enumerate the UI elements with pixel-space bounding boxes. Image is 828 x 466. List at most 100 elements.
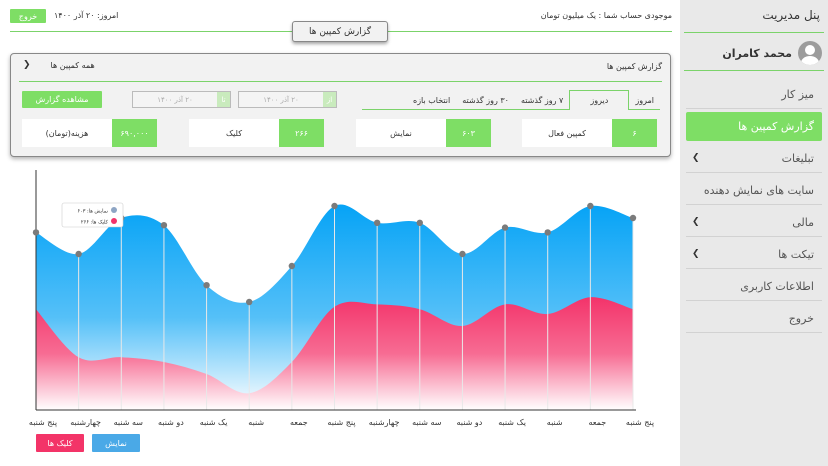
report-panel: گزارش کمپین ها همه کمپین ها ❮ مشاهده گزا… bbox=[10, 53, 671, 157]
view-report-button[interactable]: مشاهده گزارش bbox=[22, 91, 102, 108]
x-tick-label: چهارشنبه bbox=[369, 418, 400, 427]
chart-vertical-lines bbox=[35, 206, 634, 410]
views-point bbox=[160, 222, 168, 229]
chevron-icon: ❯ bbox=[692, 153, 700, 163]
x-tick-labels: پنج شنبه چهارشنبه سه شنبه دو شنبه یک شنبه شنب… bbox=[29, 418, 654, 427]
sidebar-divider bbox=[684, 32, 824, 33]
x-tick-label: دو شنبه bbox=[457, 418, 483, 427]
panel-divider bbox=[19, 81, 662, 82]
range-tab[interactable]: امروز bbox=[635, 95, 654, 105]
stat-label: نمایش bbox=[390, 128, 412, 138]
x-tick-label: پنج شنبه bbox=[29, 418, 57, 427]
sidebar: پنل مدیریت محمد کامران میز کار گزارش کمپی… bbox=[680, 0, 828, 466]
range-tab[interactable]: دیروز bbox=[569, 90, 630, 110]
sidebar-item-label: تبلیغات bbox=[781, 151, 814, 165]
x-tick-label: جمعه bbox=[290, 418, 308, 427]
x-tick-label: دو شنبه bbox=[158, 418, 184, 427]
stat-active-campaigns: ۶ کمپین فعال bbox=[522, 119, 657, 147]
tooltip-clicks-dot bbox=[111, 218, 117, 224]
sidebar-item-label: مالی bbox=[792, 215, 814, 229]
sidebar-item[interactable]: مالی ❯ bbox=[686, 208, 822, 237]
stat-value: ۶۹۰,۰۰۰ bbox=[112, 119, 157, 147]
sidebar-item[interactable]: اطلاعات کاربری bbox=[686, 272, 822, 301]
legend-views[interactable]: نمایش bbox=[92, 434, 140, 452]
sidebar-item[interactable]: تیکت ها ❯ bbox=[686, 240, 822, 269]
x-tick-label: جمعه bbox=[588, 418, 606, 427]
legend-clicks[interactable]: کلیک ها bbox=[36, 434, 84, 452]
stat-value: ۶ bbox=[612, 119, 657, 147]
chevron-left-icon: ❮ bbox=[23, 60, 31, 70]
range-tabs: امروز دیروز ۷ روز گذشته ۳۰ روز گذشته انتخاب … bbox=[362, 90, 660, 110]
views-point bbox=[203, 282, 210, 289]
sidebar-item-label: اطلاعات کاربری bbox=[740, 279, 814, 293]
views-point bbox=[32, 229, 40, 236]
sidebar-item-label: گزارش کمپین ها bbox=[738, 120, 814, 133]
tooltip-views-dot bbox=[111, 207, 117, 213]
views-point bbox=[587, 202, 594, 210]
views-point bbox=[288, 262, 296, 270]
panel-title: گزارش کمپین ها bbox=[606, 62, 662, 71]
sidebar-divider bbox=[684, 70, 824, 71]
x-tick-label: چهارشنبه bbox=[70, 418, 101, 427]
date-to-field[interactable]: ۲۰ آذر ۱۴۰۰ تا bbox=[132, 91, 231, 108]
campaign-select-label: همه کمپین ها bbox=[50, 60, 95, 70]
sidebar-item[interactable]: گزارش کمپین ها bbox=[686, 112, 822, 141]
sidebar-item-label: سایت های نمایش دهنده bbox=[703, 183, 814, 197]
sidebar-item[interactable]: میز کار bbox=[686, 80, 822, 109]
chart-tooltip: نمایش ها: ۶۰۳ کلیک ها: ۲۶۶ bbox=[61, 202, 124, 228]
views-point bbox=[544, 229, 551, 236]
sidebar-item-label: میز کار bbox=[781, 87, 814, 101]
views-point bbox=[416, 219, 423, 226]
stat-cost: ۶۹۰,۰۰۰ هزینه(تومان) bbox=[22, 119, 157, 147]
date-from-field[interactable]: ۲۰ آذر ۱۴۰۰ از bbox=[238, 91, 337, 108]
sidebar-item[interactable]: خروج bbox=[686, 304, 822, 333]
date-to-value: ۲۰ آذر ۱۴۰۰ bbox=[157, 95, 193, 104]
views-point bbox=[459, 250, 466, 258]
tooltip-clicks-text: کلیک ها: ۲۶۶ bbox=[81, 220, 109, 226]
views-point bbox=[629, 214, 637, 222]
date-to-caption: تا bbox=[217, 92, 230, 107]
views-point bbox=[331, 202, 338, 210]
area-chart: پنج شنبه چهارشنبه سه شنبه دو شنبه یک شنبه شنب… bbox=[29, 170, 654, 427]
account-balance: موجودی حساب شما : یک میلیون تومان bbox=[540, 11, 672, 20]
campaign-select[interactable]: همه کمپین ها ❮ bbox=[23, 60, 95, 70]
username: محمد کامران bbox=[722, 46, 792, 60]
sidebar-item[interactable]: سایت های نمایش دهنده bbox=[686, 176, 822, 205]
sidebar-menu: میز کار گزارش کمپین ها تبلیغات ❯ سایت های نم… bbox=[686, 80, 822, 336]
sidebar-item[interactable]: تبلیغات ❯ bbox=[686, 144, 822, 173]
x-tick-label: یک شنبه bbox=[200, 418, 228, 427]
x-tick-label: یک شنبه bbox=[498, 418, 526, 427]
x-tick-label: پنج شنبه bbox=[327, 418, 355, 427]
views-point bbox=[75, 250, 82, 258]
exit-button[interactable]: خروج bbox=[10, 9, 46, 23]
x-tick-label: شنبه bbox=[248, 418, 264, 427]
x-tick-label: شنبه bbox=[547, 418, 563, 427]
chevron-icon: ❯ bbox=[692, 249, 700, 259]
chevron-icon: ❯ bbox=[692, 217, 700, 227]
range-tab[interactable]: انتخاب بازه bbox=[413, 95, 451, 105]
stat-label: کلیک bbox=[225, 128, 243, 138]
stat-clicks: ۲۶۶ کلیک bbox=[189, 119, 324, 147]
topbar: خروج امروز: ۲۰ آذر ۱۴۰۰ موجودی حساب شما … bbox=[10, 8, 672, 28]
user-profile[interactable]: محمد کامران bbox=[682, 40, 822, 66]
tooltip-views-text: نمایش ها: ۶۰۳ bbox=[77, 209, 108, 215]
stat-value: ۶۰۳ bbox=[446, 119, 491, 147]
sidebar-item-label: تیکت ها bbox=[778, 247, 814, 261]
x-tick-label: سه شنبه bbox=[412, 418, 442, 427]
date-from-value: ۲۰ آذر ۱۴۰۰ bbox=[263, 95, 299, 104]
x-tick-label: سه شنبه bbox=[114, 418, 144, 427]
stat-label: کمپین فعال bbox=[548, 128, 586, 138]
stat-label: هزینه(تومان) bbox=[45, 128, 89, 138]
range-tab[interactable]: ۳۰ روز گذشته bbox=[462, 95, 509, 105]
page-title-tab: گزارش کمپین ها bbox=[292, 21, 388, 42]
stat-value: ۲۶۶ bbox=[279, 119, 324, 147]
today-date: امروز: ۲۰ آذر ۱۴۰۰ bbox=[54, 11, 119, 20]
sidebar-title: پنل مدیریت bbox=[762, 8, 820, 22]
stat-views: ۶۰۳ نمایش bbox=[356, 119, 491, 147]
sidebar-item-label: خروج bbox=[788, 311, 814, 325]
views-point bbox=[246, 298, 253, 306]
date-from-caption: از bbox=[323, 92, 336, 107]
range-tab[interactable]: ۷ روز گذشته bbox=[520, 95, 564, 105]
views-point bbox=[501, 224, 509, 231]
